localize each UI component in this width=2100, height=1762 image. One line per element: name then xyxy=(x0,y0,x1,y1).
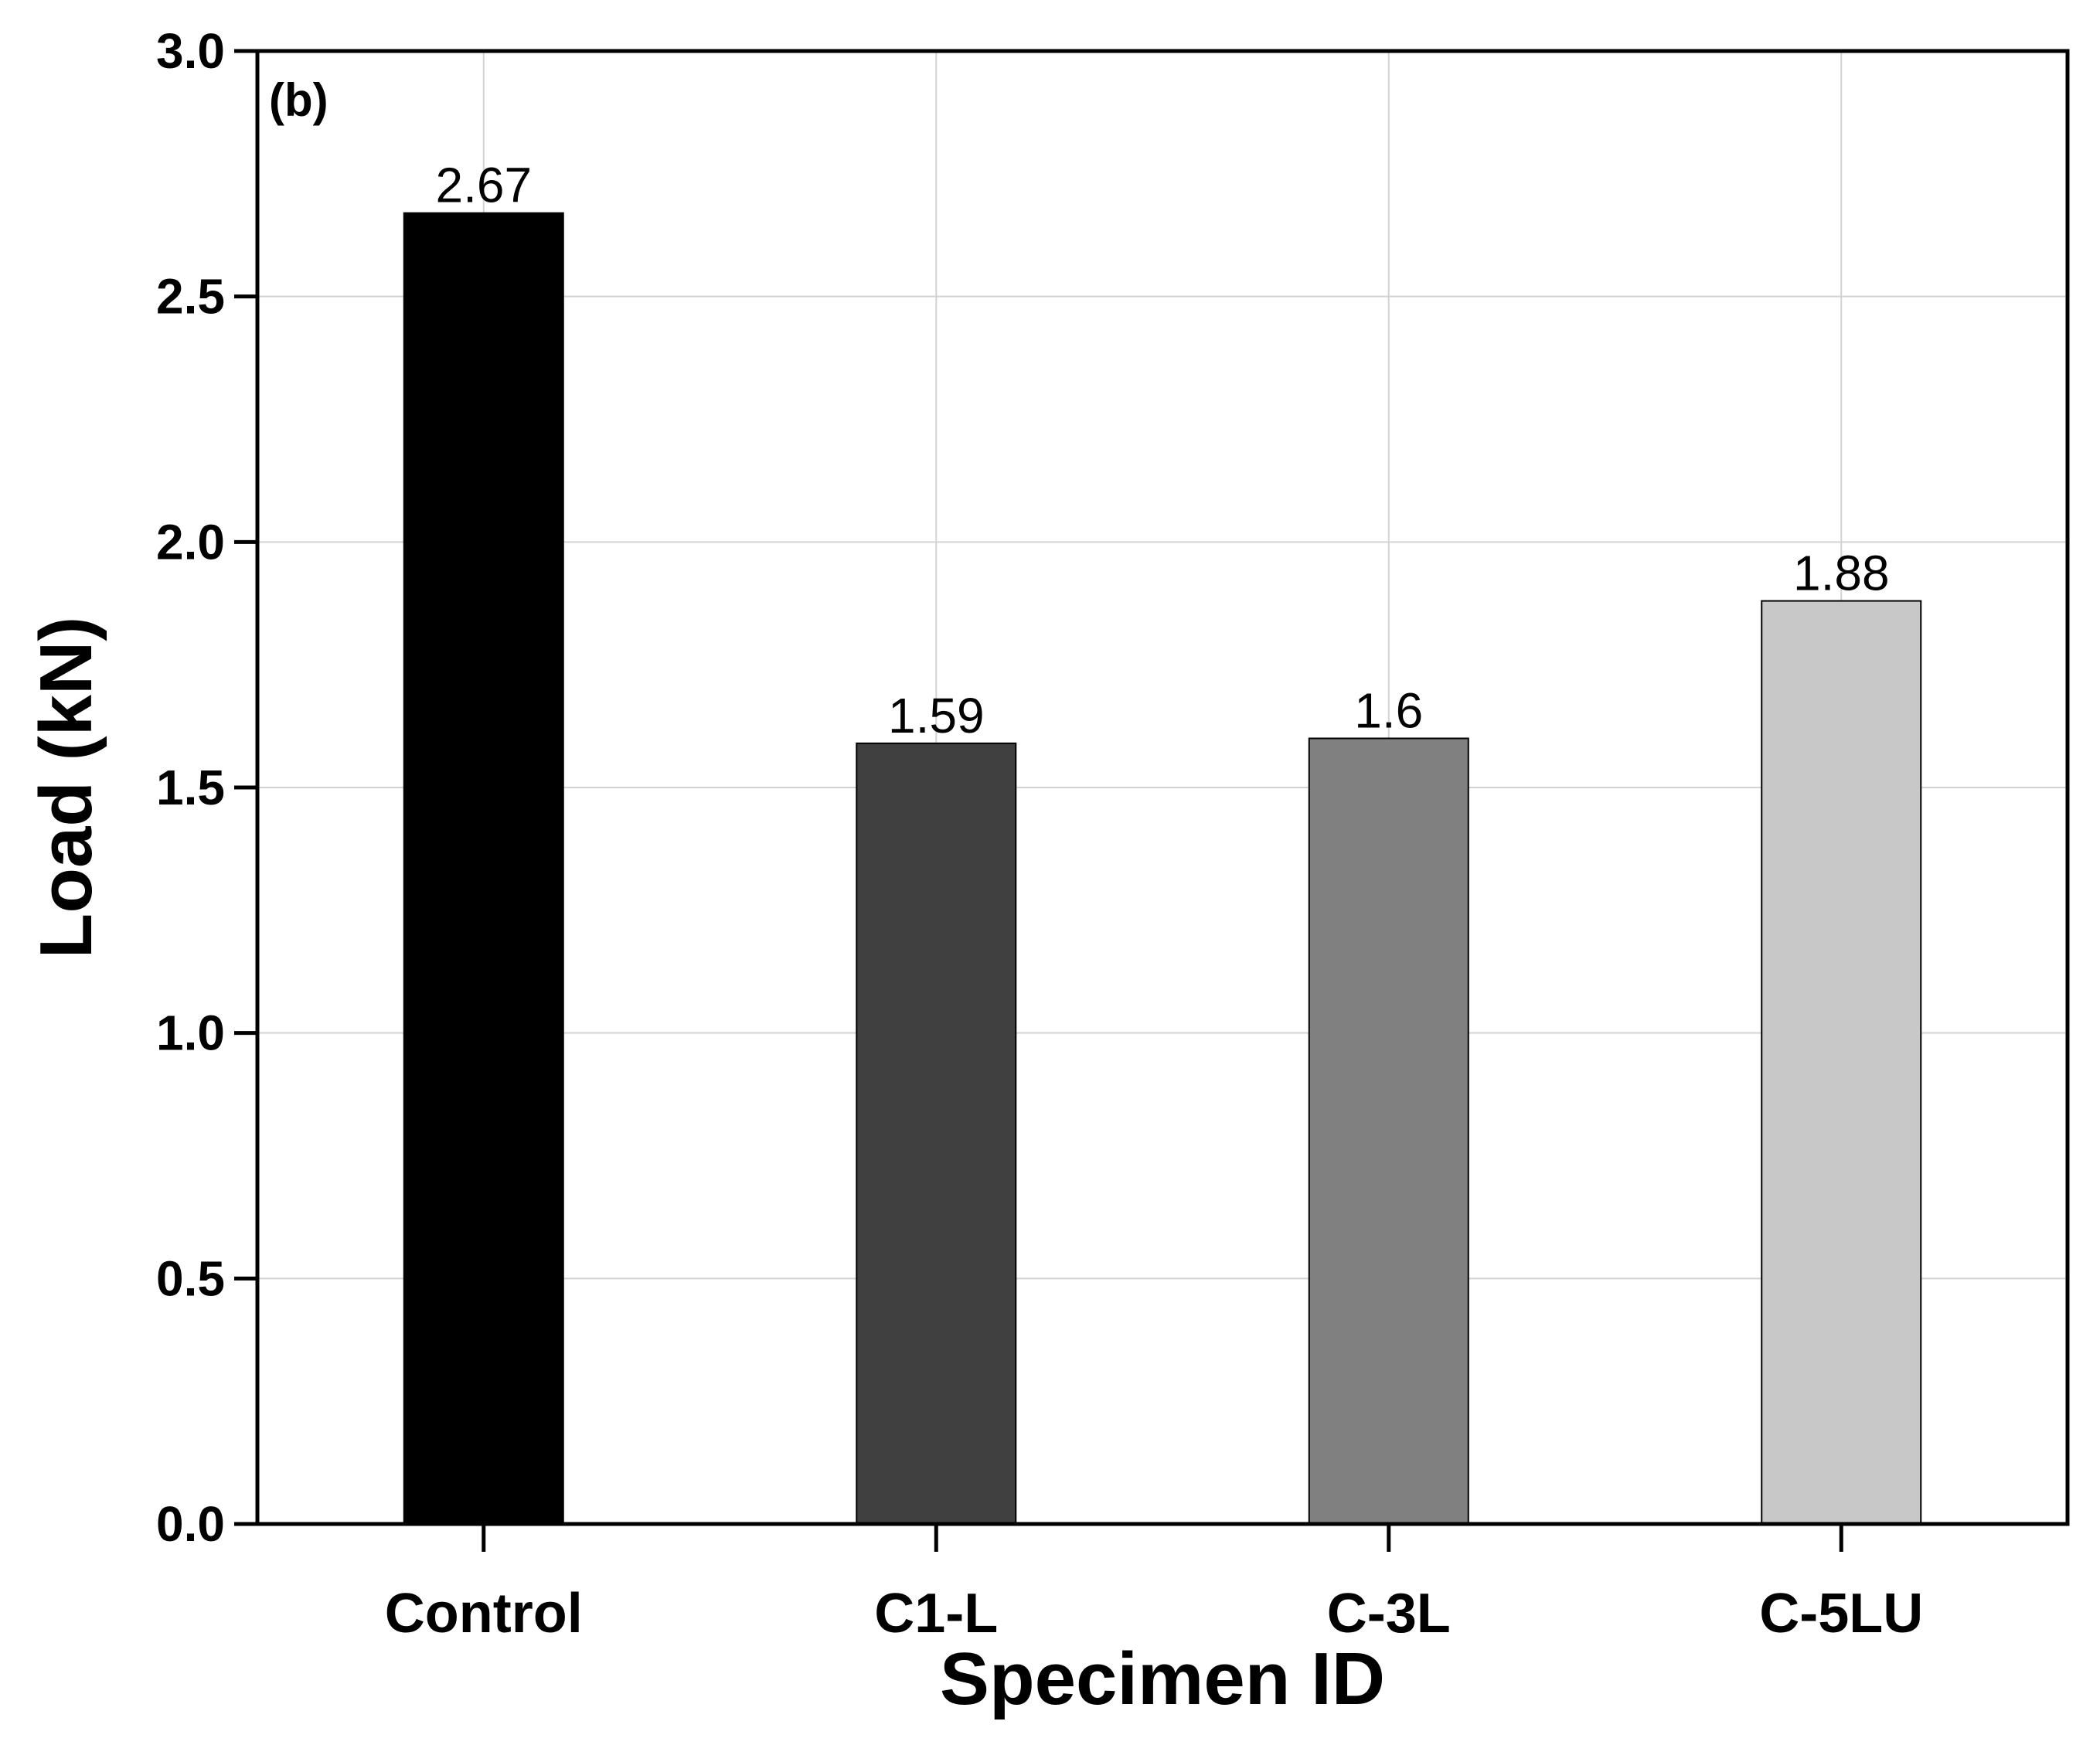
x-tick-label: C-3L xyxy=(1327,1583,1451,1645)
y-tick-label: 1.0 xyxy=(156,1005,225,1061)
bar-value-label: 1.6 xyxy=(1354,682,1423,738)
bar-c-5lu xyxy=(1761,600,1922,1525)
bar-control xyxy=(403,212,564,1525)
bars: 2.67 1.59 1.6 1.88 xyxy=(403,158,1922,1525)
x-axis-title: Specimen ID xyxy=(940,1638,1385,1720)
x-tick-label: C1-L xyxy=(874,1583,998,1645)
y-tick-label: 2.5 xyxy=(156,269,225,325)
y-tick-label: 1.5 xyxy=(156,760,225,815)
x-tick-label: C-5LU xyxy=(1759,1583,1923,1645)
x-tick-label: Control xyxy=(385,1583,583,1645)
panel-label: (b) xyxy=(269,74,328,126)
axis-ticks: 0.0 0.5 1.0 1.5 2.0 2.5 3.0 Control C1-L C-3L C-5L… xyxy=(156,23,1923,1645)
bar-value-label: 2.67 xyxy=(435,158,532,213)
y-tick-label: 0.5 xyxy=(156,1250,225,1306)
y-tick-label: 0.0 xyxy=(156,1496,225,1552)
bar-c-3l xyxy=(1308,737,1469,1525)
y-axis-title: Load (kN) xyxy=(25,617,107,959)
bar-value-label: 1.88 xyxy=(1793,546,1890,601)
y-tick-label: 3.0 xyxy=(156,23,225,79)
bar-value-label: 1.59 xyxy=(888,688,985,743)
y-tick-label: 2.0 xyxy=(156,514,225,570)
bar-c1-l xyxy=(856,742,1017,1525)
